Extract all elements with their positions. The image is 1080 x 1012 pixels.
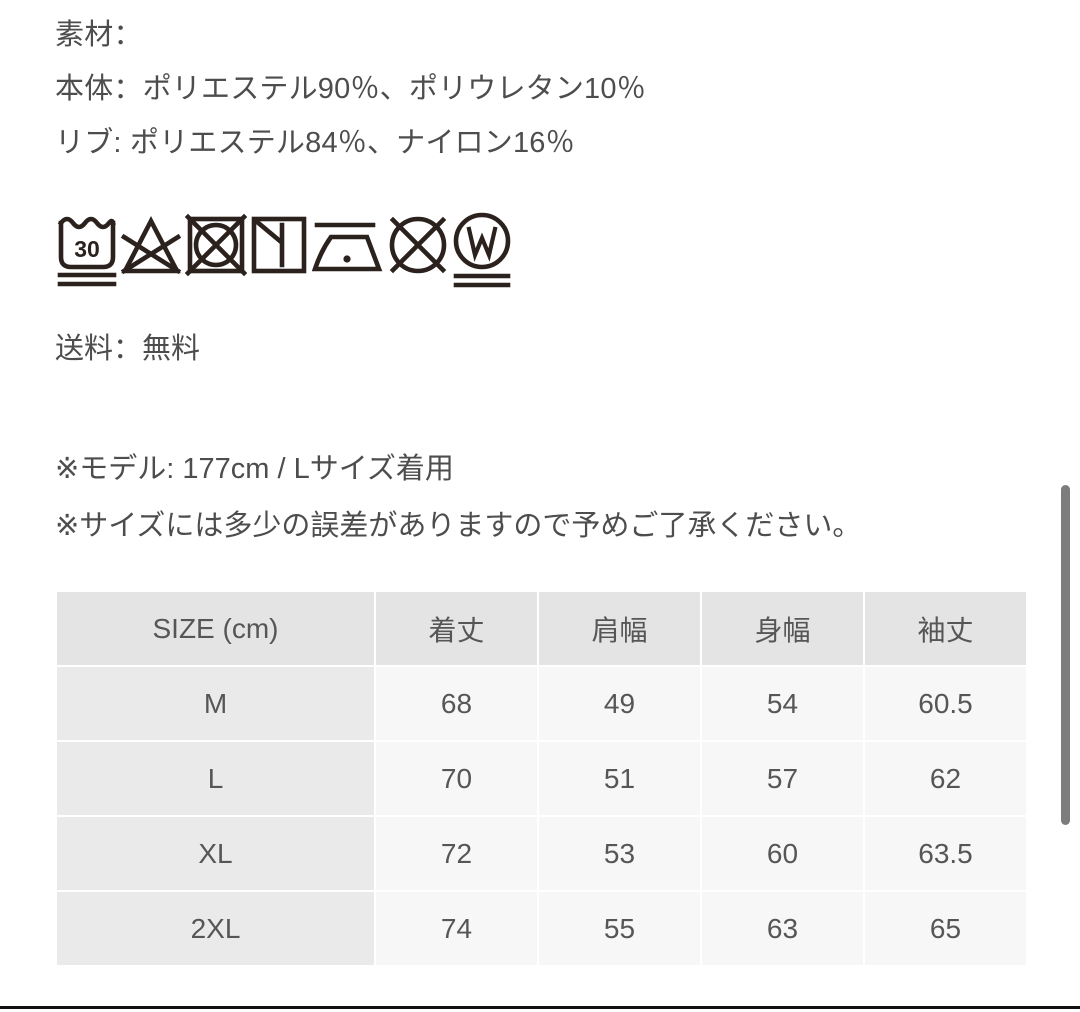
size-chart-table: SIZE (cm) 着丈 肩幅 身幅 袖丈 M 68 49 54 60.5 L … xyxy=(55,590,1028,967)
material-line-rib: リブ: ポリエステル84％、ナイロン16％ xyxy=(55,127,575,159)
shipping-text: 送料：無料 xyxy=(55,333,201,365)
column-header-chest: 身幅 xyxy=(702,592,863,665)
do-not-dry-clean-icon xyxy=(389,216,447,274)
table-row: XL 72 53 60 63.5 xyxy=(57,817,1026,890)
cell-chest: 54 xyxy=(702,667,863,740)
page-scrollbar-track[interactable] xyxy=(1060,0,1078,1012)
table-row: L 70 51 57 62 xyxy=(57,742,1026,815)
cell-length: 72 xyxy=(376,817,537,890)
note-size-tolerance: ※サイズには多少の誤差がありますので予めご了承ください。 xyxy=(55,510,862,542)
cell-length: 68 xyxy=(376,667,537,740)
svg-text:30: 30 xyxy=(74,236,100,262)
bottom-divider xyxy=(0,1006,1080,1009)
care-symbols-row: 30 xyxy=(57,211,513,291)
cell-length: 74 xyxy=(376,892,537,965)
cell-length: 70 xyxy=(376,742,537,815)
notes-section: ※モデル: 177cm / Lサイズ着用 ※サイズには多少の誤差がありますので予… xyxy=(55,441,1055,555)
note-model: ※モデル: 177cm / Lサイズ着用 xyxy=(55,453,454,485)
do-not-tumble-dry-icon xyxy=(185,213,247,277)
row-size-label: M xyxy=(57,667,374,740)
material-section: 素材： 本体：ポリエステル90％、ポリウレタン10％ リブ: ポリエステル84％… xyxy=(55,8,1015,170)
page-scrollbar-thumb[interactable] xyxy=(1061,485,1070,825)
table-row: M 68 49 54 60.5 xyxy=(57,667,1026,740)
cell-sleeve: 63.5 xyxy=(865,817,1026,890)
cell-shoulder: 53 xyxy=(539,817,700,890)
gentle-wet-clean-icon xyxy=(453,212,511,288)
cell-shoulder: 55 xyxy=(539,892,700,965)
cell-sleeve: 65 xyxy=(865,892,1026,965)
iron-low-heat-icon xyxy=(311,222,383,272)
table-row: 2XL 74 55 63 65 xyxy=(57,892,1026,965)
column-header-shoulder: 肩幅 xyxy=(539,592,700,665)
cell-sleeve: 60.5 xyxy=(865,667,1026,740)
column-header-length: 着丈 xyxy=(376,592,537,665)
line-dry-in-shade-icon xyxy=(251,216,307,274)
do-not-bleach-icon xyxy=(120,216,182,275)
cell-shoulder: 51 xyxy=(539,742,700,815)
cell-shoulder: 49 xyxy=(539,667,700,740)
cell-chest: 60 xyxy=(702,817,863,890)
row-size-label: 2XL xyxy=(57,892,374,965)
material-heading: 素材： xyxy=(55,19,143,51)
cell-chest: 63 xyxy=(702,892,863,965)
table-header-row: SIZE (cm) 着丈 肩幅 身幅 袖丈 xyxy=(57,592,1026,665)
material-line-body: 本体：ポリエステル90％、ポリウレタン10％ xyxy=(55,73,646,105)
row-size-label: XL xyxy=(57,817,374,890)
cell-sleeve: 62 xyxy=(865,742,1026,815)
row-size-label: L xyxy=(57,742,374,815)
cell-chest: 57 xyxy=(702,742,863,815)
column-header-size: SIZE (cm) xyxy=(57,592,374,665)
column-header-sleeve: 袖丈 xyxy=(865,592,1026,665)
wash-30-delicate-icon: 30 xyxy=(57,216,117,287)
